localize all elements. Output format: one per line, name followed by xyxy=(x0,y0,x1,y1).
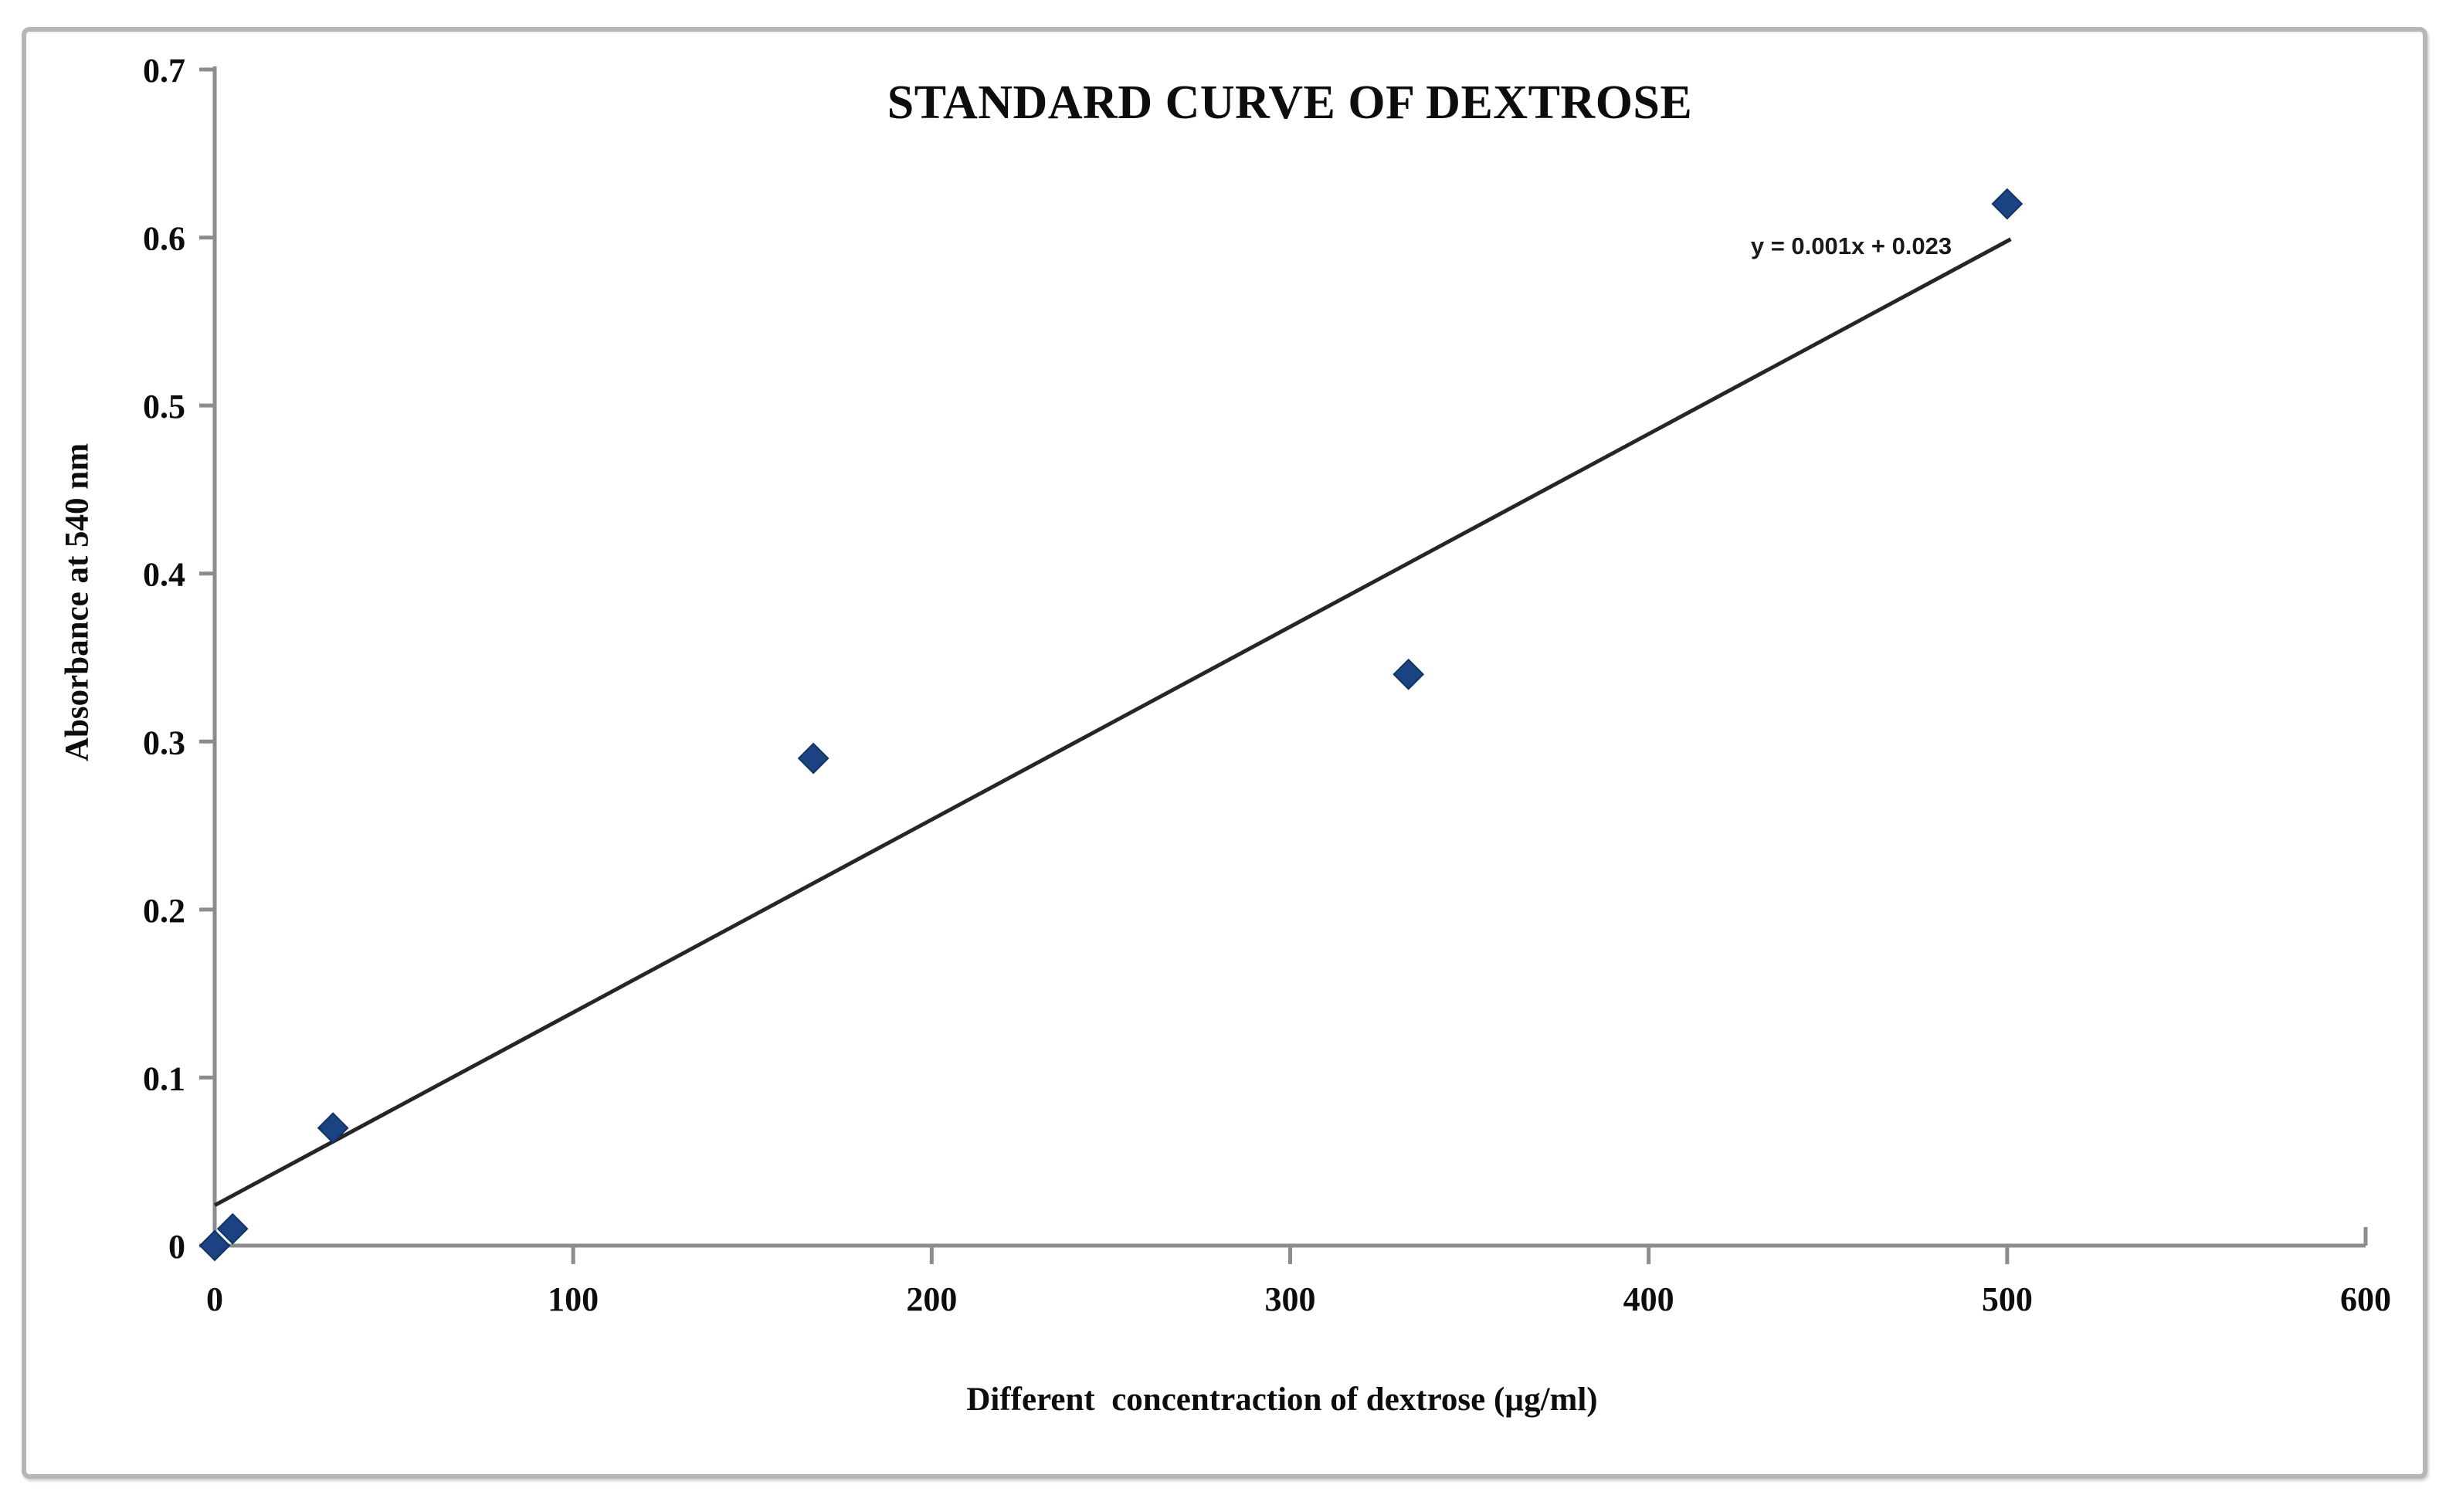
chart-title: STANDARD CURVE OF DEXTROSE xyxy=(887,76,1693,129)
x-tick-label: 400 xyxy=(1623,1280,1674,1318)
y-tick-label: 0.4 xyxy=(143,556,185,594)
y-tick-label: 0.2 xyxy=(143,892,185,930)
data-point-diamond xyxy=(216,1212,249,1245)
data-point-diamond xyxy=(797,742,829,775)
y-tick-label: 0.6 xyxy=(143,220,185,258)
y-tick-label: 0.5 xyxy=(143,388,185,425)
data-point-diamond xyxy=(1393,658,1425,690)
x-tick-label: 500 xyxy=(1982,1280,2033,1318)
x-tick-label: 600 xyxy=(2340,1280,2391,1318)
y-tick-label: 0.1 xyxy=(143,1059,185,1097)
y-tick-label: 0.3 xyxy=(143,724,185,761)
x-tick-label: 100 xyxy=(548,1280,599,1318)
data-point-diamond xyxy=(198,1229,231,1262)
data-point-diamond xyxy=(1991,188,2023,220)
x-tick-label: 300 xyxy=(1265,1280,1316,1318)
y-tick-label: 0 xyxy=(168,1228,185,1266)
trendline xyxy=(213,237,2012,1207)
x-tick-label: 0 xyxy=(206,1280,223,1318)
x-tick-label: 200 xyxy=(906,1280,957,1318)
data-point-diamond xyxy=(317,1112,349,1144)
y-tick-label: 0.7 xyxy=(143,52,185,90)
x-axis-title: Different concentraction of dextrose (µg… xyxy=(966,1381,1598,1418)
trendline-equation-label: y = 0.001x + 0.023 xyxy=(1750,232,1952,259)
